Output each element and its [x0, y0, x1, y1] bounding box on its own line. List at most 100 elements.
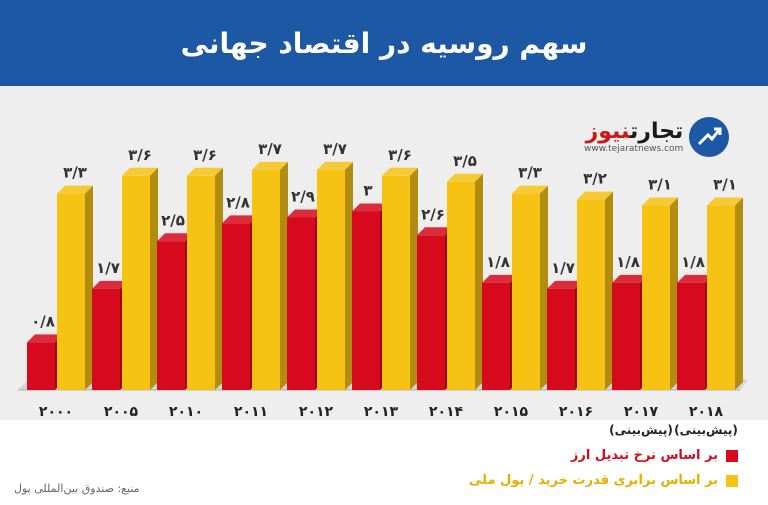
bar-yellow-5 — [382, 175, 410, 390]
data-label-red-9: ۱/۸ — [616, 253, 640, 271]
bar-red-5 — [352, 211, 380, 390]
legend-item-red: بر اساس نرخ تبدیل ارز — [469, 448, 738, 463]
bar-yellow-2-top — [187, 167, 223, 176]
data-label-red-2: ۲/۵ — [161, 211, 185, 229]
data-label-yellow-6: ۳/۵ — [453, 152, 477, 170]
tick-note-10: (پیش‌بینی) — [674, 423, 738, 437]
data-label-red-0: ۰/۸ — [31, 312, 55, 330]
tick-label-1: ۲۰۰۵ — [104, 404, 139, 420]
data-label-red-10: ۱/۸ — [681, 253, 705, 271]
tick-label-9: ۲۰۱۷ — [624, 404, 659, 420]
header-banner: سهم روسیه در اقتصاد جهانی — [0, 0, 768, 86]
bar-red-1 — [92, 288, 120, 390]
bar-yellow-3-side — [280, 161, 288, 390]
tick-label-2: ۲۰۱۰ — [169, 404, 203, 420]
data-label-red-4: ۲/۹ — [291, 187, 315, 205]
bar-yellow-0-side — [85, 185, 93, 390]
logo-url: www.tejaratnews.com — [584, 143, 684, 154]
tick-label-3: ۲۰۱۱ — [234, 404, 268, 420]
bar-yellow-4-top — [317, 161, 353, 170]
bar-red-0 — [27, 342, 55, 390]
source-note: منبع: صندوق بین‌المللی پول — [14, 482, 140, 495]
bar-yellow-3-top — [252, 161, 288, 170]
bar-yellow-9 — [642, 205, 670, 390]
bar-red-8-top — [547, 280, 583, 289]
bar-red-4-top — [287, 209, 323, 218]
data-label-yellow-3: ۳/۷ — [258, 140, 282, 158]
bar-yellow-4-side — [345, 161, 353, 390]
bar-yellow-10-top — [707, 197, 743, 206]
bar-red-9-top — [612, 274, 648, 283]
bar-red-10 — [677, 282, 705, 390]
bar-yellow-8-top — [577, 191, 613, 200]
bar-yellow-7-side — [540, 185, 548, 390]
legend-label-red: بر اساس نرخ تبدیل ارز — [570, 448, 718, 463]
bar-yellow-7-top — [512, 185, 548, 194]
data-label-yellow-7: ۳/۳ — [518, 164, 542, 182]
bar-yellow-2-side — [215, 167, 223, 390]
tick-label-5: ۲۰۱۳ — [364, 404, 399, 420]
bar-red-6 — [417, 235, 445, 390]
data-label-yellow-0: ۳/۳ — [63, 164, 87, 182]
bar-red-7-top — [482, 274, 518, 283]
bar-yellow-0 — [57, 193, 85, 390]
bar-yellow-1 — [122, 175, 150, 390]
data-label-yellow-8: ۳/۲ — [583, 170, 607, 188]
legend-swatch-red — [726, 449, 738, 462]
bar-yellow-5-top — [382, 167, 418, 176]
data-label-yellow-1: ۳/۶ — [128, 146, 152, 164]
bar-yellow-10-side — [735, 197, 743, 390]
data-label-yellow-5: ۳/۶ — [388, 146, 412, 164]
bar-yellow-1-side — [150, 167, 158, 390]
bar-red-4 — [287, 217, 315, 390]
bar-yellow-6 — [447, 181, 475, 390]
data-label-red-6: ۲/۶ — [421, 205, 445, 223]
data-label-yellow-9: ۳/۱ — [648, 176, 672, 194]
bar-yellow-5-side — [410, 167, 418, 390]
bar-yellow-10 — [707, 205, 735, 390]
bar-red-2 — [157, 241, 185, 390]
bar-red-3-top — [222, 215, 258, 224]
data-label-yellow-4: ۳/۷ — [323, 140, 347, 158]
data-label-red-7: ۱/۸ — [486, 253, 510, 271]
data-label-red-3: ۲/۸ — [226, 193, 250, 211]
tick-note-9: (پیش‌بینی) — [609, 423, 673, 437]
bar-yellow-8 — [577, 199, 605, 390]
tick-label-10: ۲۰۱۸ — [689, 404, 724, 420]
bar-red-2-top — [157, 233, 193, 242]
logo-mark-icon — [689, 117, 730, 157]
bar-yellow-9-side — [670, 197, 678, 390]
chart-title: سهم روسیه در اقتصاد جهانی — [180, 26, 588, 60]
bar-yellow-9-top — [642, 197, 678, 206]
data-label-yellow-2: ۳/۶ — [193, 146, 217, 164]
tick-label-4: ۲۰۱۲ — [299, 404, 334, 420]
logo: تجارتنیوز www.tejaratnews.com — [584, 112, 742, 162]
tick-label-6: ۲۰۱۴ — [429, 404, 464, 420]
bar-yellow-7 — [512, 193, 540, 390]
bar-yellow-6-top — [447, 173, 483, 182]
data-label-red-1: ۱/۷ — [96, 259, 120, 277]
bar-red-1-top — [92, 280, 128, 289]
bar-red-3 — [222, 223, 250, 390]
bar-red-6-top — [417, 227, 453, 236]
bar-red-10-top — [677, 274, 713, 283]
bar-yellow-0-top — [57, 185, 93, 194]
tick-label-0: ۲۰۰۰ — [39, 404, 73, 420]
bar-yellow-4 — [317, 169, 345, 390]
data-label-red-8: ۱/۷ — [551, 259, 575, 277]
bar-red-7 — [482, 282, 510, 390]
bar-yellow-8-side — [605, 191, 613, 390]
tick-label-7: ۲۰۱۵ — [494, 404, 529, 420]
bar-yellow-2 — [187, 175, 215, 390]
bar-red-8 — [547, 288, 575, 390]
tick-label-8: ۲۰۱۶ — [559, 404, 593, 420]
legend-swatch-yellow — [726, 474, 738, 487]
bar-yellow-1-top — [122, 167, 158, 176]
logo-name: تجارتنیوز — [585, 118, 684, 144]
legend-item-yellow: بر اساس برابری قدرت خرید / پول ملی — [469, 473, 738, 488]
bar-red-0-top — [27, 334, 63, 343]
legend: بر اساس نرخ تبدیل ارز بر اساس برابری قدر… — [469, 448, 738, 488]
bar-yellow-6-side — [475, 173, 483, 390]
bar-yellow-3 — [252, 169, 280, 390]
